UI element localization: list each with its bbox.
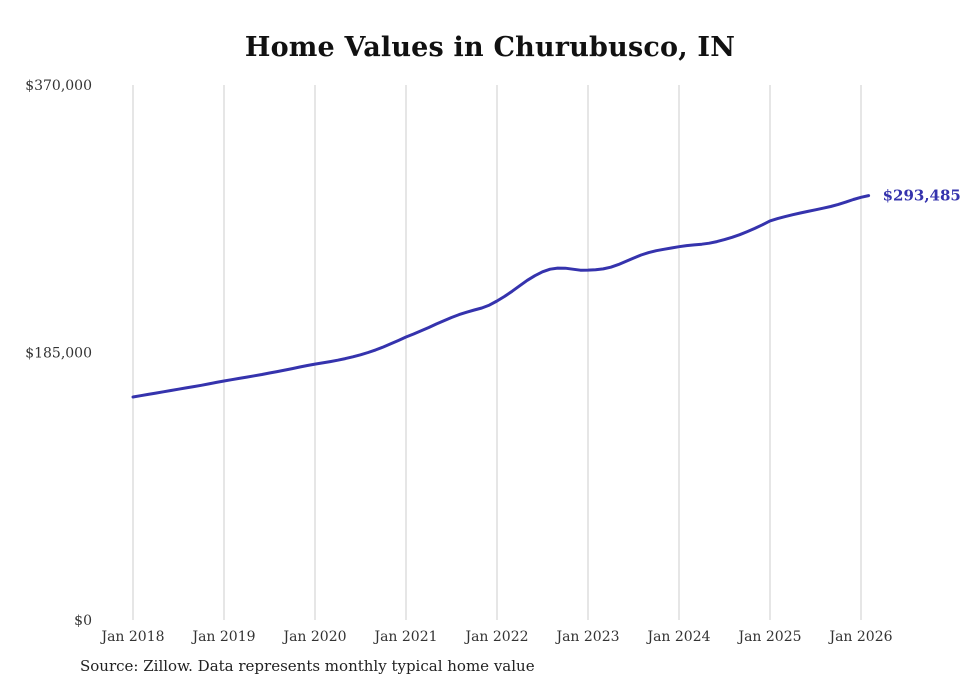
x-tick-label: Jan 2023	[554, 629, 619, 645]
chart-title: Home Values in Churubusco, IN	[244, 32, 736, 63]
x-tick-label: Jan 2022	[463, 629, 528, 645]
x-tick-label: Jan 2019	[190, 629, 255, 645]
end-value-label: $293,485	[883, 187, 961, 205]
y-tick-label: $185,000	[25, 346, 92, 362]
source-note: Source: Zillow. Data represents monthly …	[80, 657, 535, 675]
x-tick-label: Jan 2018	[99, 629, 164, 645]
x-tick-label: Jan 2021	[372, 629, 437, 645]
x-tick-label: Jan 2025	[736, 629, 801, 645]
value-line	[131, 194, 871, 399]
y-tick-label: $370,000	[25, 78, 92, 94]
x-tick-label: Jan 2024	[645, 629, 710, 645]
x-tick-label: Jan 2026	[827, 629, 892, 645]
x-tick-label: Jan 2020	[281, 629, 346, 645]
y-tick-label: $0	[74, 613, 92, 629]
